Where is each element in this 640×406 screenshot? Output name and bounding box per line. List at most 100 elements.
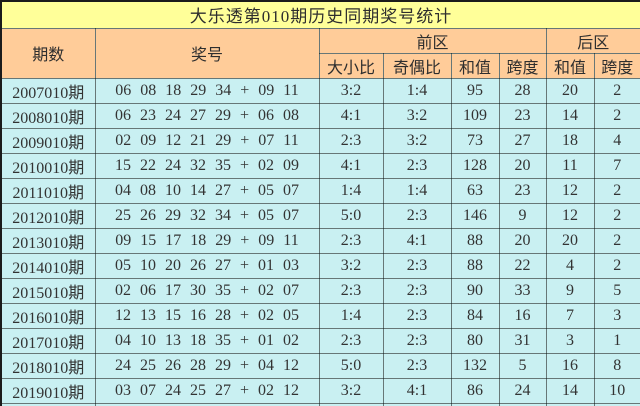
prize-numbers-cell: 02 09 12 21 29 + 07 11 xyxy=(94,127,320,154)
period-cell: 2008010期 xyxy=(0,102,96,129)
column-header-back-sum: 和值 xyxy=(545,52,595,79)
back-span-cell: 7 xyxy=(593,402,640,406)
front-sum-cell: 90 xyxy=(450,277,500,304)
column-header-front-span: 跨度 xyxy=(498,52,547,79)
big-small-ratio-cell: 1:4 xyxy=(318,177,384,204)
front-sum-cell: 80 xyxy=(450,327,500,354)
odd-even-ratio-cell: 2:3 xyxy=(382,152,452,179)
back-span-cell: 5 xyxy=(593,277,640,304)
back-sum-cell: 12 xyxy=(545,202,595,229)
period-cell: 2007010期 xyxy=(0,77,96,104)
odd-even-ratio-cell: 2:3 xyxy=(382,252,452,279)
odd-even-ratio-cell: 2:3 xyxy=(382,352,452,379)
table-row: 2009010期 02 09 12 21 29 + 07 11 2:3 3:2 … xyxy=(0,127,640,154)
odd-even-ratio-cell: 1:4 xyxy=(382,177,452,204)
column-header-back-span: 跨度 xyxy=(593,52,640,79)
back-sum-cell: 3 xyxy=(545,327,595,354)
title-row: 大乐透第010期历史同期奖号统计 xyxy=(0,0,640,29)
table-row: 2012010期 25 26 29 32 34 + 05 07 5:0 2:3 … xyxy=(0,202,640,229)
odd-even-ratio-cell: 1:4 xyxy=(382,77,452,104)
column-header-big-small-ratio: 大小比 xyxy=(318,52,384,79)
back-span-cell: 3 xyxy=(593,302,640,329)
big-small-ratio-cell: 3:2 xyxy=(318,252,384,279)
big-small-ratio-cell: 2:3 xyxy=(318,327,384,354)
back-span-cell: 2 xyxy=(593,227,640,254)
back-sum-cell: 7 xyxy=(545,302,595,329)
front-span-cell: 22 xyxy=(498,252,547,279)
back-span-cell: 2 xyxy=(593,202,640,229)
odd-even-ratio-cell: 3:2 xyxy=(382,102,452,129)
table-row: 2017010期 04 10 13 18 35 + 01 02 2:3 2:3 … xyxy=(0,327,640,354)
front-span-cell: 33 xyxy=(498,277,547,304)
period-cell: 2013010期 xyxy=(0,227,96,254)
big-small-ratio-cell: 2:3 xyxy=(318,227,384,254)
header-row-subcolumns: 大小比 奇偶比 和值 跨度 和值 跨度 xyxy=(1,52,640,79)
big-small-ratio-cell: 5:0 xyxy=(318,202,384,229)
header-row-groups: 期数 奖号 前区 后区 xyxy=(0,27,640,79)
back-sum-cell: 11 xyxy=(545,152,595,179)
back-sum-cell: 12 xyxy=(545,177,595,204)
back-span-cell: 10 xyxy=(593,377,640,404)
front-sum-cell: 128 xyxy=(450,152,500,179)
front-sum-cell: 73 xyxy=(450,127,500,154)
back-sum-cell: 4 xyxy=(545,252,595,279)
back-span-cell: 4 xyxy=(593,127,640,154)
prize-numbers-cell: 06 23 24 27 29 + 06 08 xyxy=(94,102,320,129)
odd-even-ratio-cell: 4:1 xyxy=(382,227,452,254)
back-span-cell: 7 xyxy=(593,152,640,179)
front-span-cell: 5 xyxy=(498,352,547,379)
page-title: 大乐透第010期历史同期奖号统计 xyxy=(0,0,640,29)
period-cell: 2019010期 xyxy=(0,377,96,404)
table-row: 2018010期 24 25 26 28 29 + 04 12 5:0 2:3 … xyxy=(0,352,640,379)
back-sum-cell: 14 xyxy=(545,102,595,129)
table-row: 2008010期 06 23 24 27 29 + 06 08 4:1 3:2 … xyxy=(0,102,640,129)
column-header-odd-even-ratio: 奇偶比 xyxy=(382,52,452,79)
table-body: 2007010期 06 08 18 29 34 + 09 11 3:2 1:4 … xyxy=(0,77,640,406)
back-span-cell: 2 xyxy=(593,177,640,204)
big-small-ratio-cell: 3:2 xyxy=(318,377,384,404)
front-sum-cell: 109 xyxy=(450,102,500,129)
back-sum-cell: 20 xyxy=(545,77,595,104)
period-cell: 2016010期 xyxy=(0,302,96,329)
big-small-ratio-cell: 4:1 xyxy=(318,152,384,179)
column-header-front-sum: 和值 xyxy=(450,52,500,79)
back-sum-cell: 14 xyxy=(545,377,595,404)
back-sum-cell: 9 xyxy=(545,277,595,304)
big-small-ratio-cell: 3:2 xyxy=(318,77,384,104)
front-sum-cell: 63 xyxy=(450,177,500,204)
prize-numbers-cell: 05 10 20 26 27 + 01 03 xyxy=(94,252,320,279)
table-row: 2013010期 09 15 17 18 29 + 09 11 2:3 4:1 … xyxy=(0,227,640,254)
big-small-ratio-cell: 2:3 xyxy=(318,277,384,304)
table-row: 2015010期 02 06 17 30 35 + 02 07 2:3 2:3 … xyxy=(0,277,640,304)
table-row: 2011010期 04 08 10 14 27 + 05 07 1:4 1:4 … xyxy=(0,177,640,204)
big-small-ratio-cell: 4:1 xyxy=(318,102,384,129)
column-header-period: 期数 xyxy=(0,27,96,79)
front-sum-cell: 88 xyxy=(450,252,500,279)
prize-numbers-cell: 24 25 26 28 29 + 04 12 xyxy=(94,352,320,379)
period-cell: 2012010期 xyxy=(0,202,96,229)
prize-numbers-cell: 02 06 17 30 35 + 02 07 xyxy=(94,277,320,304)
odd-even-ratio-cell: 2:3 xyxy=(382,327,452,354)
big-small-ratio-cell: 5:0 xyxy=(318,352,384,379)
back-span-cell: 1 xyxy=(593,327,640,354)
front-span-cell: 28 xyxy=(498,77,547,104)
odd-even-ratio-cell: 2:3 xyxy=(382,202,452,229)
front-sum-cell: 95 xyxy=(450,77,500,104)
back-span-cell: 8 xyxy=(593,352,640,379)
table-row: 2016010期 12 13 15 16 28 + 02 05 1:4 2:3 … xyxy=(0,302,640,329)
front-span-cell: 9 xyxy=(498,202,547,229)
big-small-ratio-cell: 2:3 xyxy=(318,127,384,154)
prize-numbers-cell: 04 10 13 18 35 + 01 02 xyxy=(94,327,320,354)
period-cell: 2009010期 xyxy=(0,127,96,154)
big-small-ratio-cell: 1:4 xyxy=(318,302,384,329)
prize-numbers-cell: 03 07 24 25 27 + 02 12 xyxy=(94,377,320,404)
prize-numbers-cell: 09 15 17 18 29 + 09 11 xyxy=(94,227,320,254)
front-sum-cell: 132 xyxy=(450,352,500,379)
period-cell: 2018010期 xyxy=(0,352,96,379)
front-span-cell: 24 xyxy=(498,377,547,404)
column-header-numbers: 奖号 xyxy=(94,27,320,79)
table-row: 2014010期 05 10 20 26 27 + 01 03 3:2 2:3 … xyxy=(0,252,640,279)
front-sum-cell: 84 xyxy=(450,302,500,329)
prize-numbers-cell: 15 22 24 32 35 + 02 09 xyxy=(94,152,320,179)
